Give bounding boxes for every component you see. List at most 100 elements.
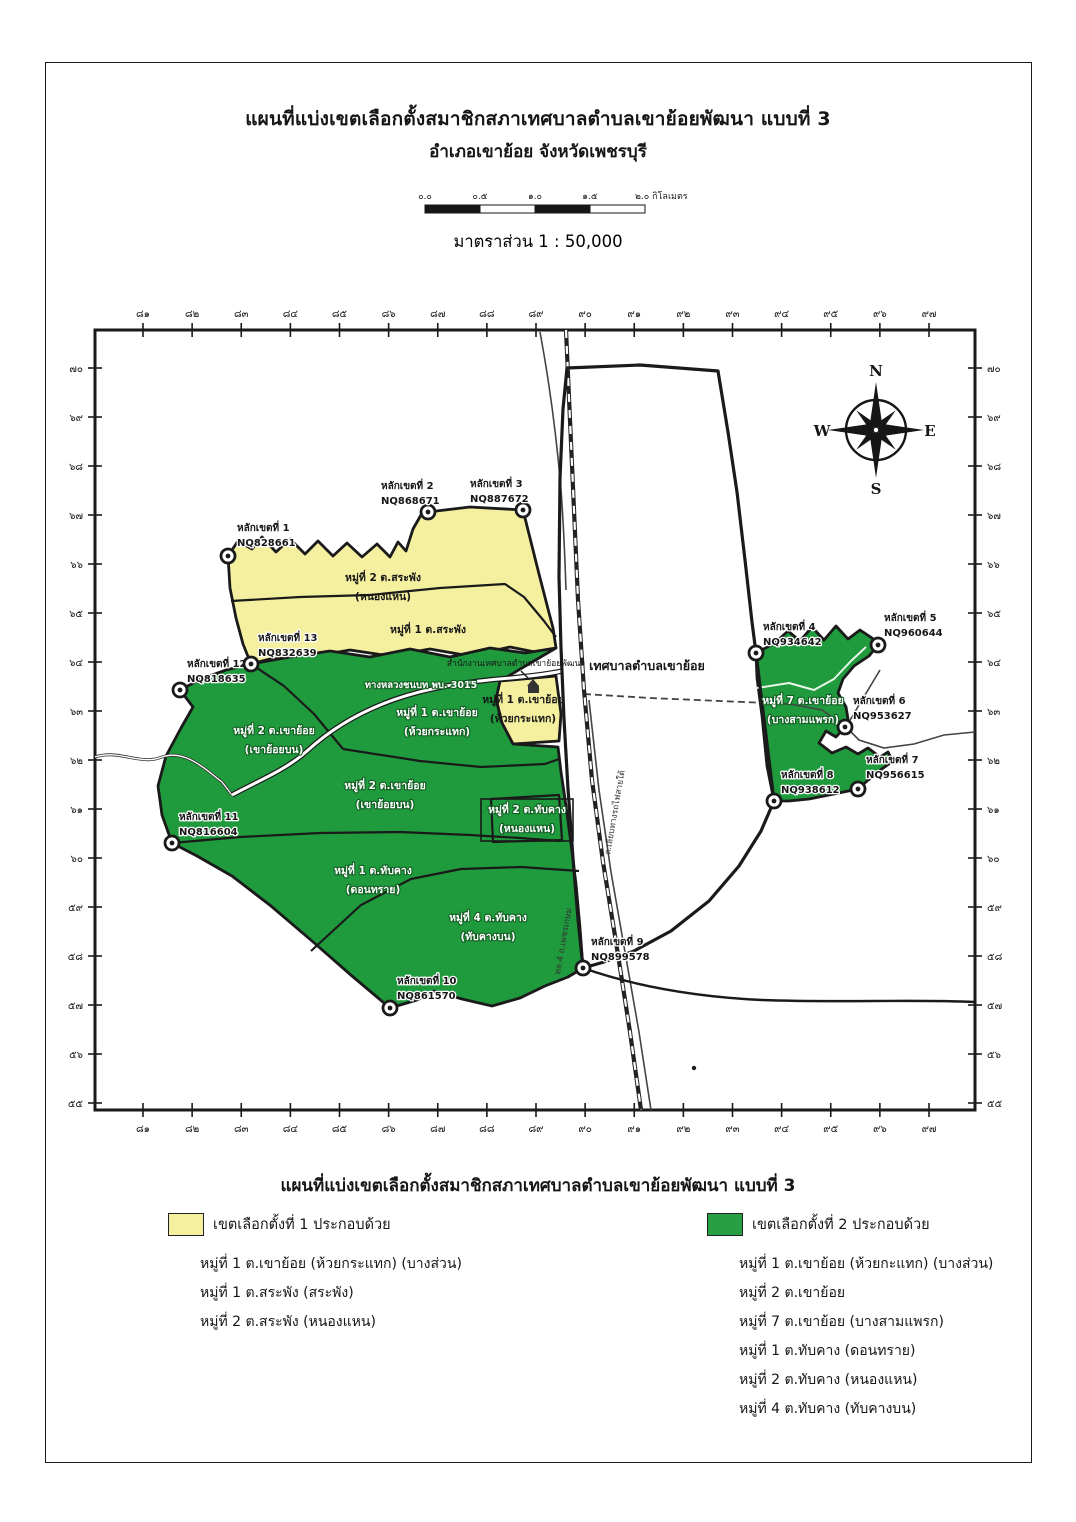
grid-label-x: ๘๘ xyxy=(479,1124,495,1135)
boundary-marker: หลักเขตที่ 11 NQ816604 xyxy=(163,808,240,852)
boundary-marker: หลักเขตที่ 13 NQ832639 xyxy=(242,629,319,673)
page-border xyxy=(45,62,1032,1463)
boundary-marker-label: NQ953627 xyxy=(853,711,912,722)
grid-label-y: ๖๘ xyxy=(987,462,1001,473)
grid-label-x: ๘๗ xyxy=(430,1124,445,1135)
boundary-marker-label: NQ828661 xyxy=(237,538,296,549)
zone-label-line: (เขาย้อยบน) xyxy=(245,743,304,756)
grid-label-x: ๙๒ xyxy=(676,309,690,320)
grid-label-y: ๖๕ xyxy=(69,609,83,620)
municipal-office-label: สำนักงานเทศบาลตำบลเขาย้อยพัฒนา xyxy=(447,658,585,669)
scalebar-tick-label: ๑.๐ xyxy=(528,192,542,202)
zone-label-line: หมู่ที่ 1 ต.เขาย้อย xyxy=(396,704,477,720)
grid-label-x: ๘๙ xyxy=(528,1124,543,1135)
grid-label-y: ๕๘ xyxy=(987,952,1003,963)
zone-label-line: (ดอนทราย) xyxy=(346,884,401,896)
zone-label-line: (เขาย้อยบน) xyxy=(356,798,415,811)
boundary-marker: หลักเขตที่ 12 NQ818635 xyxy=(171,655,248,699)
grid-label-y: ๖๗ xyxy=(69,511,83,522)
boundary-marker: หลักเขตที่ 6 NQ953627 xyxy=(836,692,913,736)
grid-label-x: ๘๓ xyxy=(234,1124,249,1135)
legend-item: หมู่ที่ 1 ต.สระพัง (สระพัง) xyxy=(200,1285,354,1301)
scalebar-tick-label: ๒.๐ กิโลเมตร xyxy=(635,191,688,202)
boundary-marker-label: NQ899578 xyxy=(591,952,650,963)
legend-item: หมู่ที่ 1 ต.ทับคาง (ดอนทราย) xyxy=(739,1343,916,1359)
boundary-marker: หลักเขตที่ 3 NQ887672 xyxy=(469,475,532,519)
grid-label-x: ๘๕ xyxy=(332,309,348,320)
grid-label-x: ๙๓ xyxy=(725,309,739,320)
zone-label-line: หมู่ที่ 2 ต.เขาย้อย xyxy=(233,722,314,738)
map-frame xyxy=(93,328,977,1112)
compass-rose: N S W E xyxy=(813,362,936,498)
zone2-swatch xyxy=(707,1213,743,1236)
boundary-marker: หลักเขตที่ 9 NQ899578 xyxy=(574,933,651,977)
zone-label-line: (ห้วยกระแทก) xyxy=(404,725,470,738)
zone-label-line: (บางสามแพรก) xyxy=(767,714,839,726)
grid-label-x: ๙๗ xyxy=(922,1124,937,1135)
boundary-marker-label: หลักเขตที่ 1 xyxy=(237,520,290,534)
boundary-marker-label: NQ861570 xyxy=(397,991,456,1002)
grid-label-y: ๕๙ xyxy=(68,903,83,914)
compass-n-label: N xyxy=(869,362,883,380)
boundary-marker: หลักเขตที่ 1 NQ828661 xyxy=(219,519,297,565)
zone-label-line: (ทับคางบน) xyxy=(460,931,515,943)
legend-item: หมู่ที่ 7 ต.เขาย้อย (บางสามแพรก) xyxy=(739,1314,944,1330)
zone-label: หมู่ที่ 1 ต.ทับคาง (ดอนทราย) xyxy=(333,861,413,897)
zone-label-line: หมู่ที่ 1 ต.ทับคาง xyxy=(334,862,412,878)
grid-label-y: ๖๕ xyxy=(987,609,1001,620)
grid-label-x: ๘๓ xyxy=(234,309,249,320)
zone-label: หมู่ที่ 1 ต.เขาย้อย (ห้วยกระแทก) xyxy=(482,691,563,725)
grid-label-y: ๕๙ xyxy=(987,903,1002,914)
grid-label-y: ๕๘ xyxy=(68,952,84,963)
boundary-marker-label: หลักเขตที่ 13 xyxy=(258,630,318,644)
grid-label-y: ๕๕ xyxy=(987,1099,1003,1110)
zone-label: หมู่ที่ 2 ต.ทับคาง (หนองแหน) xyxy=(480,798,574,842)
grid-label-y: ๖๒ xyxy=(987,756,1000,767)
roads xyxy=(94,331,976,1111)
grid-label-y: ๖๗ xyxy=(987,511,1001,522)
zone-label-line: หมู่ที่ 2 ต.สระพัง xyxy=(345,569,421,585)
grid-label-x: ๙๕ xyxy=(823,1124,838,1135)
scalebar-tick-label: ๐.๐ xyxy=(418,192,432,202)
road-label: ถ.เลียบทางรถไฟสายใต้ xyxy=(602,769,628,855)
zone-label-line: หมู่ที่ 7 ต.เขาย้อย xyxy=(762,692,843,708)
boundary-marker-label: หลักเขตที่ 5 xyxy=(884,610,937,624)
boundary-marker-label: NQ960644 xyxy=(884,628,943,639)
zone-label-line: หมู่ที่ 2 ต.เขาย้อย xyxy=(344,777,425,793)
boundary-marker-label: NQ934642 xyxy=(763,637,822,648)
compass-w-label: W xyxy=(813,422,832,440)
zone2-legend-label: เขตเลือกตั้งที่ 2 ประกอบด้วย xyxy=(752,1217,930,1233)
grid-label-x: ๙๔ xyxy=(774,1124,789,1135)
grid-label-y: ๖๓ xyxy=(987,707,1000,718)
grid-label-x: ๘๑ xyxy=(136,1124,150,1135)
grid-label-x: ๘๔ xyxy=(283,1124,299,1135)
grid-label-y: ๖๘ xyxy=(69,462,83,473)
boundary-marker-label: NQ832639 xyxy=(258,648,317,659)
legend-item: หมู่ที่ 2 ต.สระพัง (หนองแหน) xyxy=(200,1314,376,1330)
legend-item: หมู่ที่ 1 ต.เขาย้อย (ห้วยกะแทก) (บางส่วน… xyxy=(739,1256,994,1272)
grid-label-y: ๖๒ xyxy=(70,756,83,767)
grid-label-x: ๙๖ xyxy=(873,309,887,320)
zone-label: หมู่ที่ 1 ต.เขาย้อย (ห้วยกระแทก) xyxy=(395,703,479,739)
boundary-marker: หลักเขตที่ 4 NQ934642 xyxy=(747,618,823,662)
grid-label-x: ๙๑ xyxy=(627,1124,641,1135)
grid-label-x: ๙๗ xyxy=(922,309,937,320)
grid-label-y: ๖๔ xyxy=(987,658,1001,669)
grid-label-x: ๙๑ xyxy=(627,309,641,320)
grid-label-x: ๘๗ xyxy=(430,309,445,320)
boundary-marker-label: หลักเขตที่ 4 xyxy=(763,619,816,633)
grid-label-y: ๕๗ xyxy=(68,1001,83,1012)
zone-label-line: หมู่ที่ 1 ต.สระพัง xyxy=(390,621,466,637)
grid-label-x: ๘๕ xyxy=(332,1124,348,1135)
boundary-marker: หลักเขตที่ 10 NQ861570 xyxy=(381,972,458,1017)
zone-label: หมู่ที่ 4 ต.ทับคาง (ทับคางบน) xyxy=(448,908,528,944)
boundary-marker-label: NQ816604 xyxy=(179,827,238,838)
legend-zone1: เขตเลือกตั้งที่ 1 ประกอบด้วย หมู่ที่ 1 ต… xyxy=(168,1213,462,1337)
boundary-marker-label: หลักเขตที่ 2 xyxy=(381,478,434,492)
zone-label: หมู่ที่ 1 ต.สระพัง xyxy=(390,621,466,637)
boundary-marker: หลักเขตที่ 5 NQ960644 xyxy=(869,609,944,654)
grid-label-y: ๖๐ xyxy=(987,854,999,865)
zone-label: หมู่ที่ 7 ต.เขาย้อย (บางสามแพรก) xyxy=(761,691,845,727)
zone-label: หมู่ที่ 2 ต.สระพัง (หนองแหน) xyxy=(345,569,421,603)
legend-zone2: เขตเลือกตั้งที่ 2 ประกอบด้วย หมู่ที่ 1 ต… xyxy=(707,1213,993,1424)
